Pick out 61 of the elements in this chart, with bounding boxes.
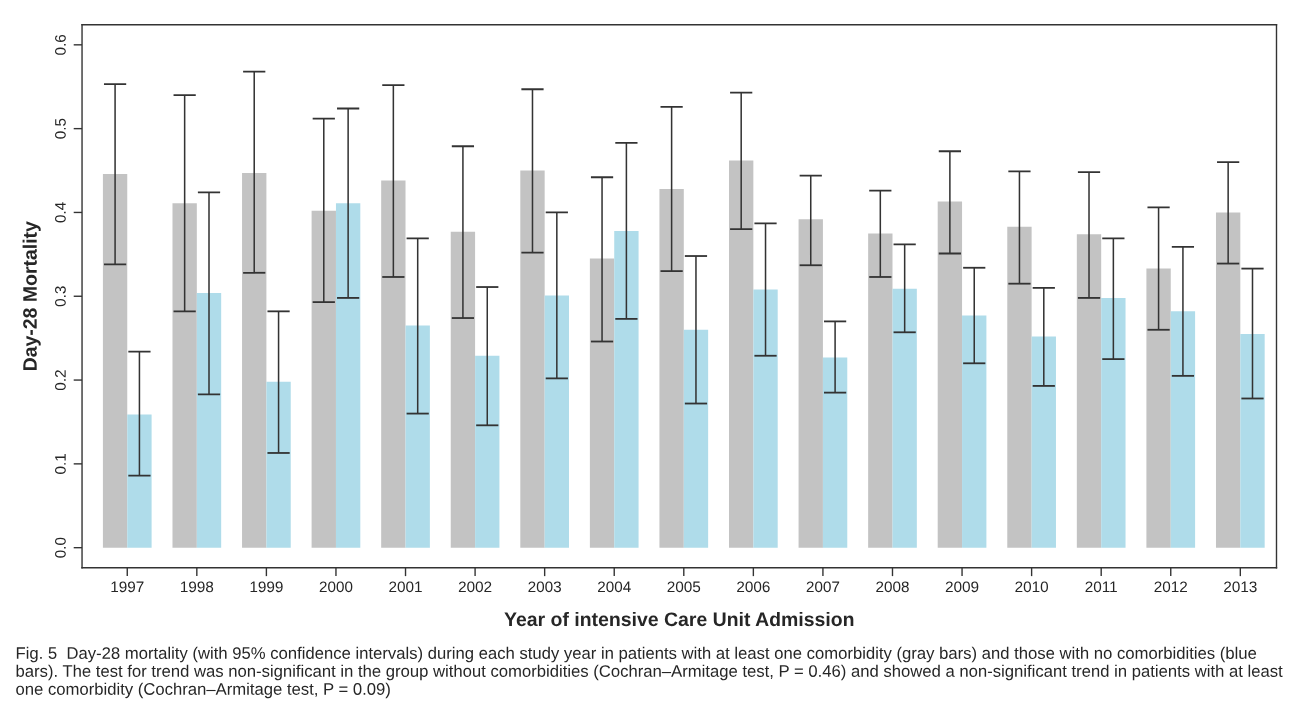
bar	[335, 203, 361, 548]
bar	[683, 329, 709, 548]
bar	[937, 201, 963, 548]
x-tick-label: 1997	[111, 581, 144, 593]
x-tick-label: 2001	[389, 581, 422, 593]
bar	[798, 219, 823, 548]
bar	[242, 173, 267, 548]
bar	[1101, 297, 1126, 548]
y-tick-label: 0.6	[55, 34, 66, 55]
y-tick-label: 0.1	[55, 453, 66, 474]
bar	[1031, 336, 1056, 548]
bar	[729, 160, 754, 548]
y-tick-label: 0.5	[55, 118, 66, 139]
x-tick-label: 1998	[181, 581, 214, 593]
x-tick-label: 2013	[1224, 581, 1257, 593]
bar	[868, 233, 893, 548]
bar	[520, 170, 545, 548]
x-tick-label: 2012	[1154, 581, 1187, 593]
x-axis-title: Year of intensive Care Unit Admission	[504, 611, 854, 627]
bar	[1146, 268, 1171, 548]
bar	[450, 231, 476, 548]
x-tick-label: 2011	[1085, 581, 1117, 593]
x-tick-label: 2004	[598, 581, 631, 593]
bar	[102, 173, 128, 548]
y-tick-label: 0.2	[55, 370, 66, 391]
x-tick-label: 2009	[945, 581, 979, 593]
bar	[127, 414, 152, 548]
bar	[1240, 333, 1265, 548]
x-tick-label: 2003	[528, 581, 561, 593]
bar	[614, 230, 639, 548]
bar	[659, 188, 684, 548]
bar	[589, 258, 615, 548]
x-tick-label: 2010	[1015, 581, 1049, 593]
x-tick-label: 1999	[250, 581, 283, 593]
bar	[266, 381, 291, 548]
bar	[1076, 234, 1102, 548]
x-tick-label: 2008	[876, 581, 909, 593]
y-tick-label: 0.3	[55, 286, 66, 307]
bar	[475, 355, 500, 548]
bar	[172, 203, 197, 548]
x-tick-label: 2002	[458, 581, 492, 593]
bar	[405, 325, 430, 548]
bar	[196, 292, 222, 548]
x-tick-label: 2006	[737, 581, 770, 593]
x-tick-label: 2005	[667, 581, 701, 593]
bar	[311, 210, 336, 548]
y-tick-label: 0.0	[55, 537, 66, 558]
bar	[544, 295, 570, 548]
y-axis-title: Day-28 Mortality	[22, 221, 41, 371]
x-tick-label: 2000	[319, 581, 353, 593]
x-tick-label: 2007	[806, 581, 840, 593]
bar	[753, 289, 778, 548]
bar	[892, 288, 917, 548]
y-tick-label: 0.4	[55, 202, 66, 223]
bar	[1215, 212, 1241, 548]
bar	[1007, 226, 1032, 548]
bar	[381, 180, 406, 548]
bar	[822, 357, 848, 548]
bar	[962, 315, 987, 548]
caption: Fig. 5 Day-28 mortality (with 95% confidence intervals) during each study year in patients with at least one comorbidity (gray bars) and those with no comorbidities (blue bars). The test for trend was non-significant in the group without comorbidities (Cochran–Armitage test, P = 0.46) and showed a non-significant trend in patients with at least one comorbidity (Cochran–Armitage test, P = 0.09)	[16, 646, 1283, 699]
bar	[1170, 311, 1196, 548]
